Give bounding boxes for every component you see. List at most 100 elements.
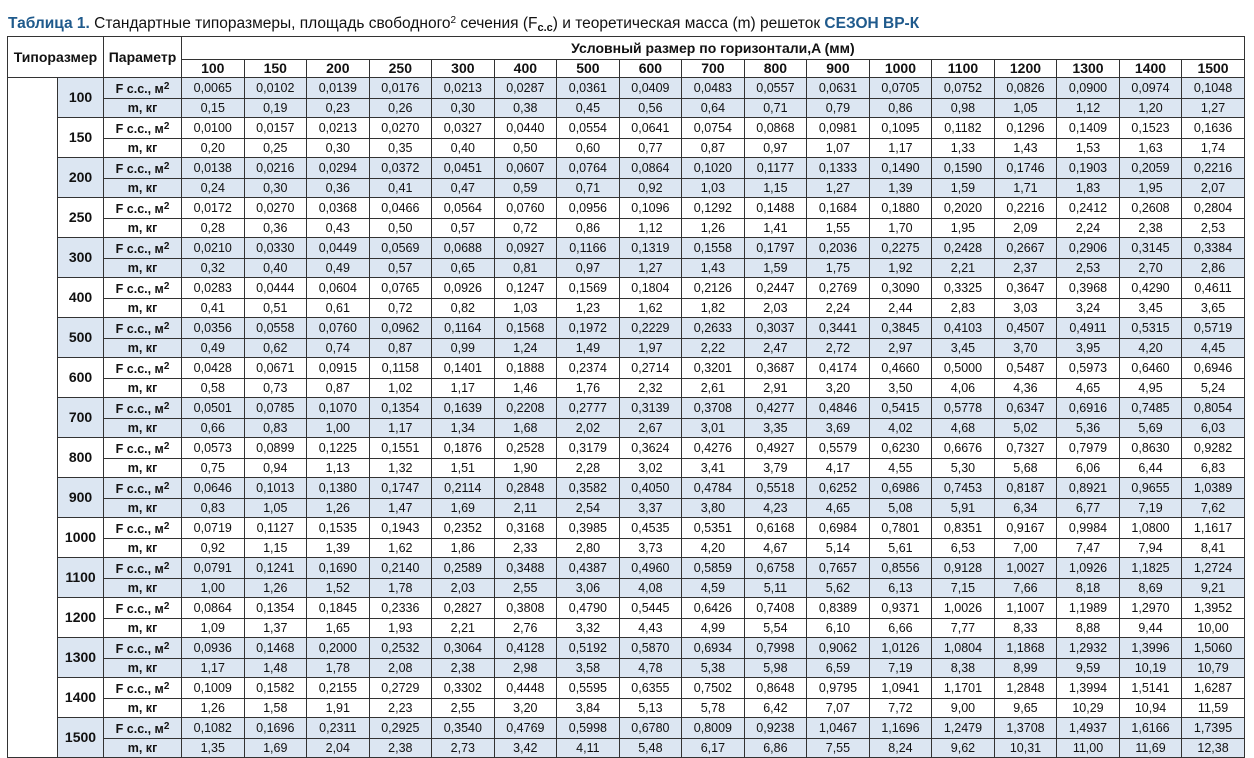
- cell-f: 0,4448: [493, 677, 558, 699]
- cell-m: 2,21: [431, 618, 495, 638]
- cell-f: 0,4128: [493, 637, 558, 659]
- cell-f: 1,1868: [993, 637, 1058, 659]
- param-f-label: F с.с., м2: [103, 117, 183, 139]
- cell-m: 1,15: [743, 178, 808, 198]
- column-header: 200: [306, 59, 370, 78]
- cell-f: 0,2428: [931, 237, 995, 259]
- cell-m: 1,58: [243, 698, 308, 718]
- cell-f: 0,5518: [743, 477, 808, 499]
- cell-f: 0,0138: [181, 157, 245, 179]
- cell-m: 0,99: [431, 338, 495, 358]
- cell-f: 1,3708: [993, 717, 1058, 739]
- cell-m: 2,47: [743, 338, 808, 358]
- table-row: m, кг 0,20 0,25 0,30 0,35 0,40 0,50 0,60 0,77 0,8…: [8, 138, 1245, 158]
- table-row: 1500 F с.с., м2 0,1082 0,1696 0,2311 0,2925 0,…: [8, 717, 1245, 758]
- cell-f: 0,0449: [306, 237, 370, 259]
- cell-f: 0,0330: [243, 237, 308, 259]
- table-row: Условный размер по вертикали, B (мм)100F…: [7, 77, 1245, 758]
- column-header: 250: [368, 59, 433, 78]
- cell-m: 0,72: [493, 218, 558, 238]
- row-size: 600: [56, 357, 105, 398]
- param-f-text: F с.с., м: [115, 402, 164, 416]
- size-table: Типоразмер Параметр Условный размер по г…: [6, 36, 1245, 758]
- cell-m: 3,01: [681, 418, 745, 438]
- cell-f: 0,0440: [493, 117, 558, 139]
- cell-m: 7,07: [806, 698, 870, 718]
- cell-f: 1,3952: [1181, 597, 1245, 619]
- cell-m: 2,11: [493, 498, 558, 518]
- cell-f: 1,0800: [1118, 517, 1183, 539]
- cell-f: 0,1182: [931, 117, 995, 139]
- param-m-label: m, кг: [103, 378, 183, 398]
- cell-m: 4,02: [868, 418, 933, 438]
- cell-m: 1,62: [618, 298, 683, 318]
- cell-m: 10,29: [1056, 698, 1120, 718]
- cell-m: 2,08: [368, 658, 433, 678]
- param-f-sup: 2: [163, 361, 170, 372]
- param-m-label: m, кг: [103, 138, 183, 158]
- cell-m: 4,99: [681, 618, 745, 638]
- column-header: 100: [181, 59, 245, 78]
- cell-f: 0,8648: [743, 677, 808, 699]
- cell-f: 0,0294: [306, 157, 370, 179]
- param-f-text: F с.с., м: [115, 482, 164, 496]
- cell-m: 3,32: [556, 618, 620, 638]
- cell-m: 4,78: [618, 658, 683, 678]
- cell-f: 0,1568: [493, 317, 558, 339]
- cell-f: 0,0791: [181, 557, 245, 579]
- cell-f: 1,6166: [1118, 717, 1183, 739]
- param-f-sup: 2: [163, 121, 170, 132]
- table-row: 1300 F с.с., м2 0,0936 0,1468 0,2000 0,2532 0,…: [8, 637, 1245, 678]
- cell-f: 0,5351: [681, 517, 745, 539]
- cell-m: 0,83: [243, 418, 308, 438]
- cell-m: 8,24: [868, 738, 933, 758]
- cell-f: 0,9128: [931, 557, 995, 579]
- cell-f: 0,4050: [618, 477, 683, 499]
- cell-f: 1,0027: [993, 557, 1058, 579]
- cell-f: 0,1164: [431, 317, 495, 339]
- cell-m: 9,65: [993, 698, 1058, 718]
- cell-f: 0,8054: [1181, 397, 1245, 419]
- cell-f: 0,1490: [868, 157, 933, 179]
- cell-m: 2,53: [1181, 218, 1245, 238]
- cell-m: 0,25: [243, 138, 308, 158]
- param-m-label: m, кг: [103, 538, 183, 558]
- cell-f: 0,4290: [1118, 277, 1183, 299]
- cell-f: 0,0327: [431, 117, 495, 139]
- cell-m: 6,17: [681, 738, 745, 758]
- cell-f: 1,0941: [868, 677, 933, 699]
- cell-f: 0,9062: [806, 637, 870, 659]
- cell-f: 0,0785: [243, 397, 308, 419]
- cell-m: 0,83: [181, 498, 245, 518]
- cell-f: 0,1845: [306, 597, 370, 619]
- cell-f: 0,3064: [431, 637, 495, 659]
- param-f-label: F с.с., м2: [103, 157, 183, 179]
- cell-m: 5,24: [1181, 378, 1245, 398]
- cell-f: 0,3302: [431, 677, 495, 699]
- cell-m: 1,46: [493, 378, 558, 398]
- cell-f: 0,3582: [556, 477, 620, 499]
- cell-f: 0,1048: [1181, 77, 1245, 99]
- cell-f: 0,1880: [868, 197, 933, 219]
- cell-m: 0,41: [181, 298, 245, 318]
- param-f-text: F с.с., м: [115, 522, 164, 536]
- cell-m: 1,09: [181, 618, 245, 638]
- cell-f: 1,0467: [806, 717, 870, 739]
- cell-f: 0,6168: [743, 517, 808, 539]
- cell-m: 7,94: [1118, 538, 1183, 558]
- cell-f: 0,8351: [931, 517, 995, 539]
- cell-m: 0,23: [306, 98, 370, 118]
- table-row: m, кг 1,09 1,37 1,65 1,93 2,21 2,76 3,32 4,43 4,9…: [8, 618, 1245, 638]
- cell-f: 0,0719: [181, 517, 245, 539]
- cell-m: 8,41: [1181, 538, 1245, 558]
- cell-f: 0,1558: [681, 237, 745, 259]
- cell-m: 1,74: [1181, 138, 1245, 158]
- cell-m: 1,17: [868, 138, 933, 158]
- param-m-label: m, кг: [103, 618, 183, 638]
- row-size: 900: [56, 477, 105, 518]
- cell-f: 0,3090: [868, 277, 933, 299]
- cell-f: 0,1488: [743, 197, 808, 219]
- cell-f: 0,8009: [681, 717, 745, 739]
- cell-m: 2,07: [1181, 178, 1245, 198]
- column-header: 1000: [868, 59, 933, 78]
